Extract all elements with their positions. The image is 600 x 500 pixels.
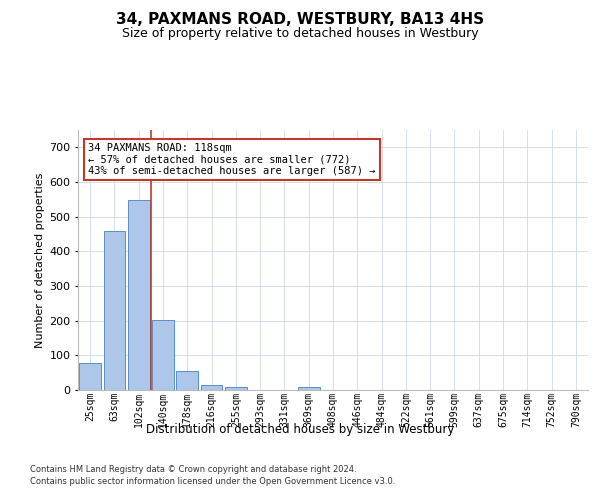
Y-axis label: Number of detached properties: Number of detached properties bbox=[35, 172, 45, 348]
Bar bbox=[225, 387, 247, 390]
Bar bbox=[128, 200, 149, 390]
Bar bbox=[79, 363, 101, 390]
Text: Contains HM Land Registry data © Crown copyright and database right 2024.: Contains HM Land Registry data © Crown c… bbox=[30, 465, 356, 474]
Bar bbox=[200, 385, 223, 390]
Bar bbox=[104, 230, 125, 390]
Bar bbox=[152, 320, 174, 390]
Text: 34 PAXMANS ROAD: 118sqm
← 57% of detached houses are smaller (772)
43% of semi-d: 34 PAXMANS ROAD: 118sqm ← 57% of detache… bbox=[88, 143, 376, 176]
Bar bbox=[176, 371, 198, 390]
Text: Size of property relative to detached houses in Westbury: Size of property relative to detached ho… bbox=[122, 28, 478, 40]
Text: Contains public sector information licensed under the Open Government Licence v3: Contains public sector information licen… bbox=[30, 478, 395, 486]
Text: Distribution of detached houses by size in Westbury: Distribution of detached houses by size … bbox=[146, 422, 454, 436]
Text: 34, PAXMANS ROAD, WESTBURY, BA13 4HS: 34, PAXMANS ROAD, WESTBURY, BA13 4HS bbox=[116, 12, 484, 28]
Bar bbox=[298, 386, 320, 390]
